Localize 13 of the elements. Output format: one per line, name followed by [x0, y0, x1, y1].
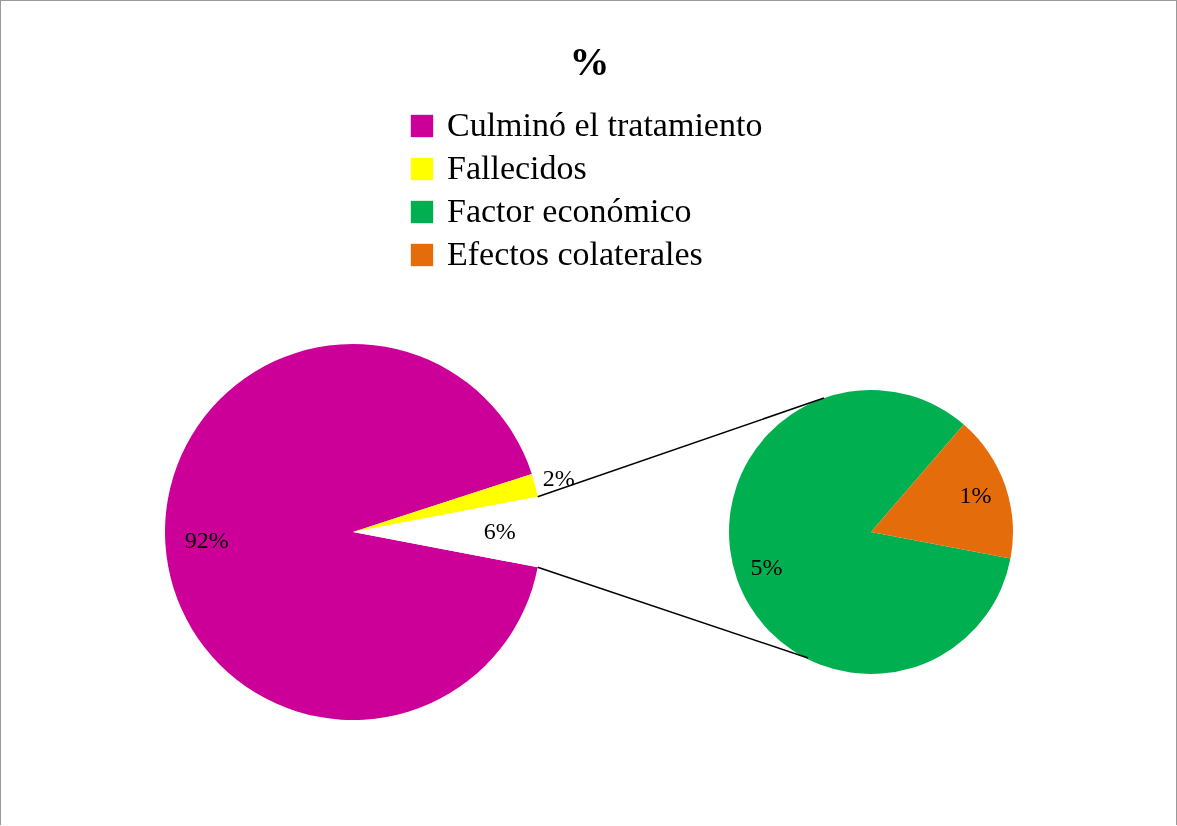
data-label: 92%	[184, 527, 229, 554]
data-label: 2%	[542, 465, 575, 492]
legend-label: Culminó el tratamiento	[447, 106, 763, 143]
data-label: 5%	[750, 554, 783, 581]
pie-slice	[165, 344, 538, 720]
data-label: 1%	[959, 481, 992, 508]
legend-label: Fallecidos	[447, 149, 587, 186]
data-label: 6%	[483, 518, 516, 544]
legend-label: Factor económico	[447, 192, 692, 229]
legend-label: Efectos colaterales	[447, 235, 703, 272]
pie-slice	[871, 424, 1013, 559]
pie-slice	[729, 390, 1011, 674]
chart-title: %	[569, 39, 610, 84]
